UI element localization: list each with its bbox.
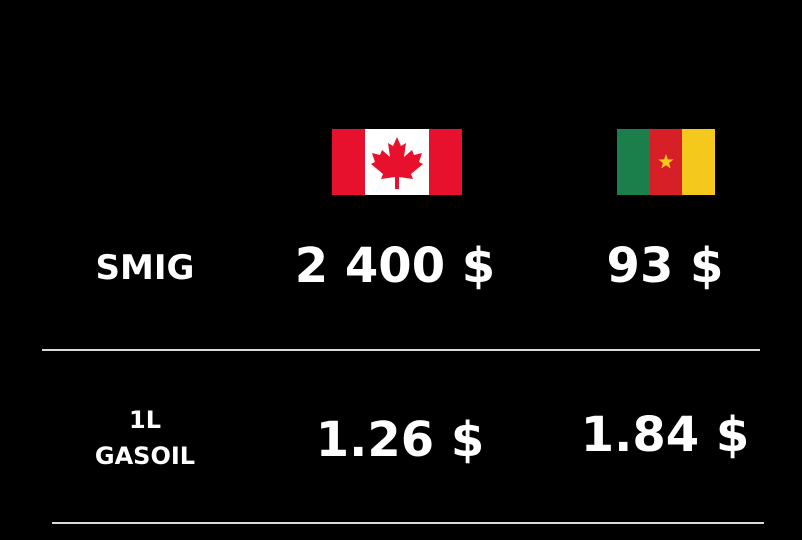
row-label-smig: SMIG	[70, 246, 220, 290]
gasoil-value-cameroon: 1.84 $	[580, 407, 750, 463]
gasoil-value-canada: 1.26 $	[315, 412, 485, 468]
smig-value-cameroon: 93 $	[606, 238, 724, 294]
row-label-gasoil: 1L GASOIL	[70, 402, 220, 474]
smig-value-canada: 2 400 $	[294, 238, 496, 294]
cameroon-flag-icon	[617, 129, 715, 195]
star-icon	[658, 154, 674, 169]
row-label-line: SMIG	[95, 248, 195, 288]
row-divider	[52, 522, 764, 524]
maple-leaf-icon	[371, 137, 423, 189]
row-label-line: 1L	[129, 406, 161, 434]
row-divider	[42, 349, 760, 351]
canada-flag-icon	[332, 129, 462, 195]
row-label-line: GASOIL	[94, 442, 196, 470]
